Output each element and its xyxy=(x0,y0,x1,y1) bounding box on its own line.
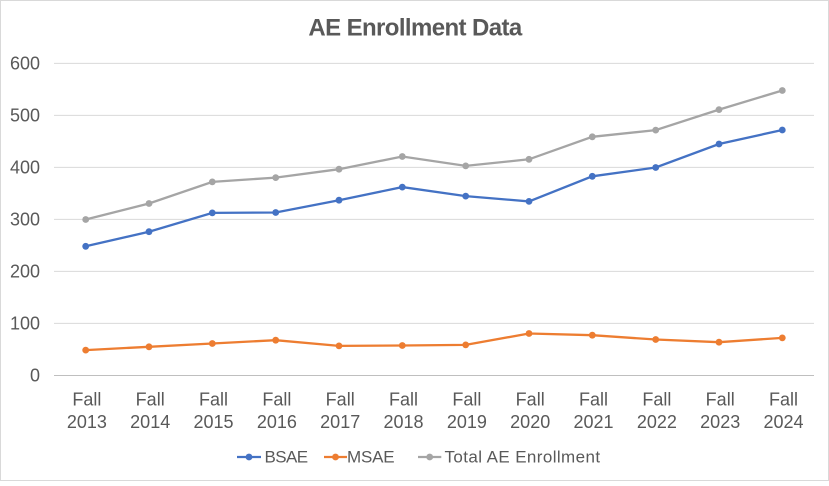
svg-text:2018: 2018 xyxy=(383,412,423,432)
svg-text:300: 300 xyxy=(10,210,40,230)
svg-text:Fall: Fall xyxy=(706,389,735,409)
svg-text:200: 200 xyxy=(10,262,40,282)
svg-text:Fall: Fall xyxy=(452,389,481,409)
svg-text:2023: 2023 xyxy=(700,412,740,432)
svg-text:Fall: Fall xyxy=(262,389,291,409)
svg-text:MSAE: MSAE xyxy=(347,448,394,467)
svg-text:2021: 2021 xyxy=(573,412,613,432)
svg-text:2016: 2016 xyxy=(257,412,297,432)
svg-text:BSAE: BSAE xyxy=(265,448,308,467)
svg-text:100: 100 xyxy=(10,314,40,334)
svg-text:500: 500 xyxy=(10,106,40,126)
svg-text:Fall: Fall xyxy=(579,389,608,409)
svg-text:Total AE Enrollment: Total AE Enrollment xyxy=(445,448,601,467)
svg-text:Fall: Fall xyxy=(769,389,798,409)
svg-text:Fall: Fall xyxy=(642,389,671,409)
svg-text:600: 600 xyxy=(10,54,40,74)
svg-text:2020: 2020 xyxy=(510,412,550,432)
svg-text:AE Enrollment Data: AE Enrollment Data xyxy=(308,15,522,42)
svg-text:Fall: Fall xyxy=(389,389,418,409)
svg-text:2019: 2019 xyxy=(447,412,487,432)
svg-text:2017: 2017 xyxy=(320,412,360,432)
svg-text:Fall: Fall xyxy=(516,389,545,409)
svg-text:2022: 2022 xyxy=(637,412,677,432)
svg-text:400: 400 xyxy=(10,158,40,178)
svg-text:2015: 2015 xyxy=(193,412,233,432)
svg-text:Fall: Fall xyxy=(199,389,228,409)
svg-text:Fall: Fall xyxy=(326,389,355,409)
svg-text:0: 0 xyxy=(30,366,40,386)
svg-text:Fall: Fall xyxy=(136,389,165,409)
svg-text:Fall: Fall xyxy=(72,389,101,409)
svg-text:2013: 2013 xyxy=(67,412,107,432)
svg-text:2024: 2024 xyxy=(763,412,803,432)
svg-text:2014: 2014 xyxy=(130,412,170,432)
